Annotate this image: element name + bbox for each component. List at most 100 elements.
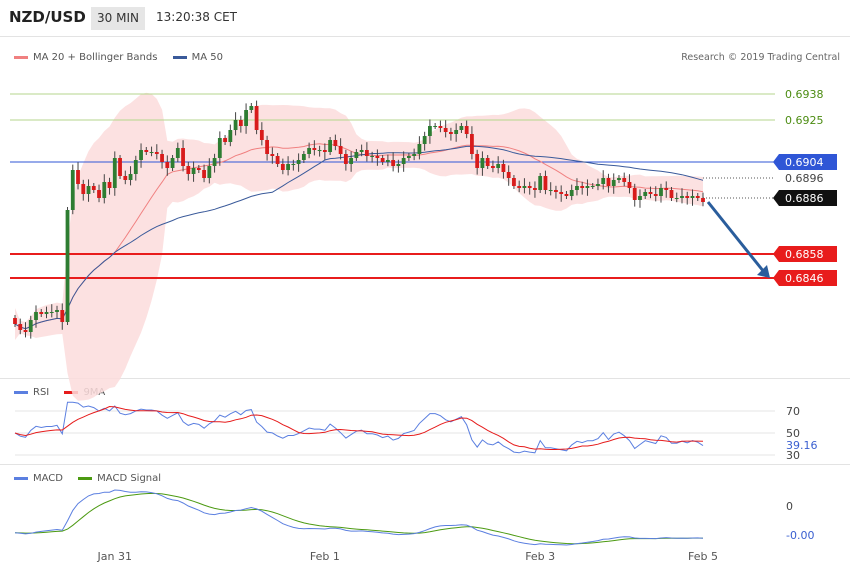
candle-body [475, 154, 480, 168]
rsi-tick-label: 50 [786, 427, 800, 440]
macd-last-value: -0.00 [786, 529, 814, 542]
candle-body [701, 198, 705, 202]
candle-body [28, 320, 33, 332]
candle-body [380, 158, 385, 162]
currency-pair: NZD/USD [9, 8, 86, 26]
macd-tick-label: 0 [786, 500, 793, 513]
candle-body [385, 160, 390, 162]
candle-body [275, 156, 280, 164]
candle-body [517, 186, 522, 188]
candle-body [112, 158, 117, 188]
candle-body [60, 310, 65, 322]
candle-body [480, 158, 485, 168]
candle-body [97, 190, 101, 198]
level-badge-0.6846 [779, 270, 837, 286]
legend-macd-signal: MACD Signal [78, 473, 161, 484]
candle-body [459, 126, 464, 130]
candle-body [44, 312, 49, 314]
level-badge-0.6858 [779, 246, 837, 262]
x-tick-label: Feb 5 [688, 550, 718, 563]
candle-body [648, 192, 653, 194]
candle-body [485, 158, 490, 166]
rsi-last-value: 39.16 [786, 439, 818, 452]
candle-body [343, 154, 348, 164]
candle-body [102, 182, 107, 198]
candle-body [533, 188, 537, 190]
candle-body [443, 128, 448, 132]
candle-body [548, 190, 553, 191]
candle-body [412, 154, 417, 156]
candle-body [543, 176, 548, 190]
forecast-arrowhead [757, 265, 770, 278]
rsi-line [14, 401, 704, 454]
candle-body [359, 150, 364, 152]
candle-body [464, 126, 469, 134]
candle-body [454, 130, 459, 134]
candle-body [569, 190, 574, 196]
candle-body [107, 182, 112, 188]
legend-macd: MACD [14, 473, 63, 484]
candle-body [160, 154, 164, 162]
candle-body [301, 154, 306, 160]
level-badge-arrow [773, 246, 779, 262]
candle-body [559, 192, 564, 194]
candle-body [212, 158, 217, 166]
candle-body [501, 164, 506, 172]
level-badge-arrow [773, 190, 779, 206]
candle-body [632, 188, 637, 200]
forecast-arrow [706, 201, 766, 273]
candle-body [181, 148, 185, 166]
candle-body [333, 140, 338, 146]
candle-body [49, 312, 54, 313]
candle-body [123, 176, 128, 180]
rsi-divider [0, 378, 850, 379]
candle-body [55, 310, 59, 312]
candle-body [690, 196, 695, 198]
candle-body [564, 194, 569, 196]
candle-body [680, 196, 684, 198]
candle-body [590, 186, 595, 187]
candle-body [375, 156, 380, 158]
candle-body [233, 120, 238, 130]
candle-body [70, 170, 75, 210]
candle-body [354, 152, 359, 158]
ma20-line [14, 143, 704, 330]
x-tick-label: Feb 1 [310, 550, 340, 563]
candle-body [669, 190, 674, 198]
candle-body [653, 194, 658, 196]
candle-body [470, 134, 474, 154]
candle-body [191, 168, 196, 174]
timeframe-selector[interactable]: 30 MIN [91, 7, 145, 30]
macd-divider [0, 464, 850, 465]
chart-header: NZD/USD 30 MIN 13:20:38 CET [0, 0, 850, 36]
level-badge-0.6904 [779, 154, 837, 170]
candle-body [449, 132, 453, 134]
candle-body [554, 190, 558, 192]
level-badge-arrow [773, 154, 779, 170]
timestamp: 13:20:38 CET [156, 10, 237, 24]
candle-body [265, 140, 269, 154]
candle-body [170, 158, 175, 168]
candle-body [270, 154, 275, 156]
candle-body [522, 186, 527, 188]
candle-body [23, 330, 28, 332]
candle-body [133, 160, 138, 174]
candle-body [506, 172, 511, 178]
candle-body [512, 178, 516, 186]
candle-body [685, 196, 690, 198]
legend-rsi: RSI [14, 387, 49, 398]
candle-body [622, 178, 627, 182]
candle-body [186, 166, 191, 174]
candle-body [317, 150, 322, 151]
header-divider [0, 36, 850, 37]
macd-line [14, 489, 704, 546]
candle-body [338, 146, 343, 154]
candle-body [18, 324, 23, 330]
candle-body [496, 164, 501, 168]
candle-body [238, 120, 243, 126]
x-tick-label: Feb 3 [525, 550, 555, 563]
candle-body [118, 158, 122, 176]
candle-body [606, 178, 611, 186]
candle-body [291, 164, 296, 165]
